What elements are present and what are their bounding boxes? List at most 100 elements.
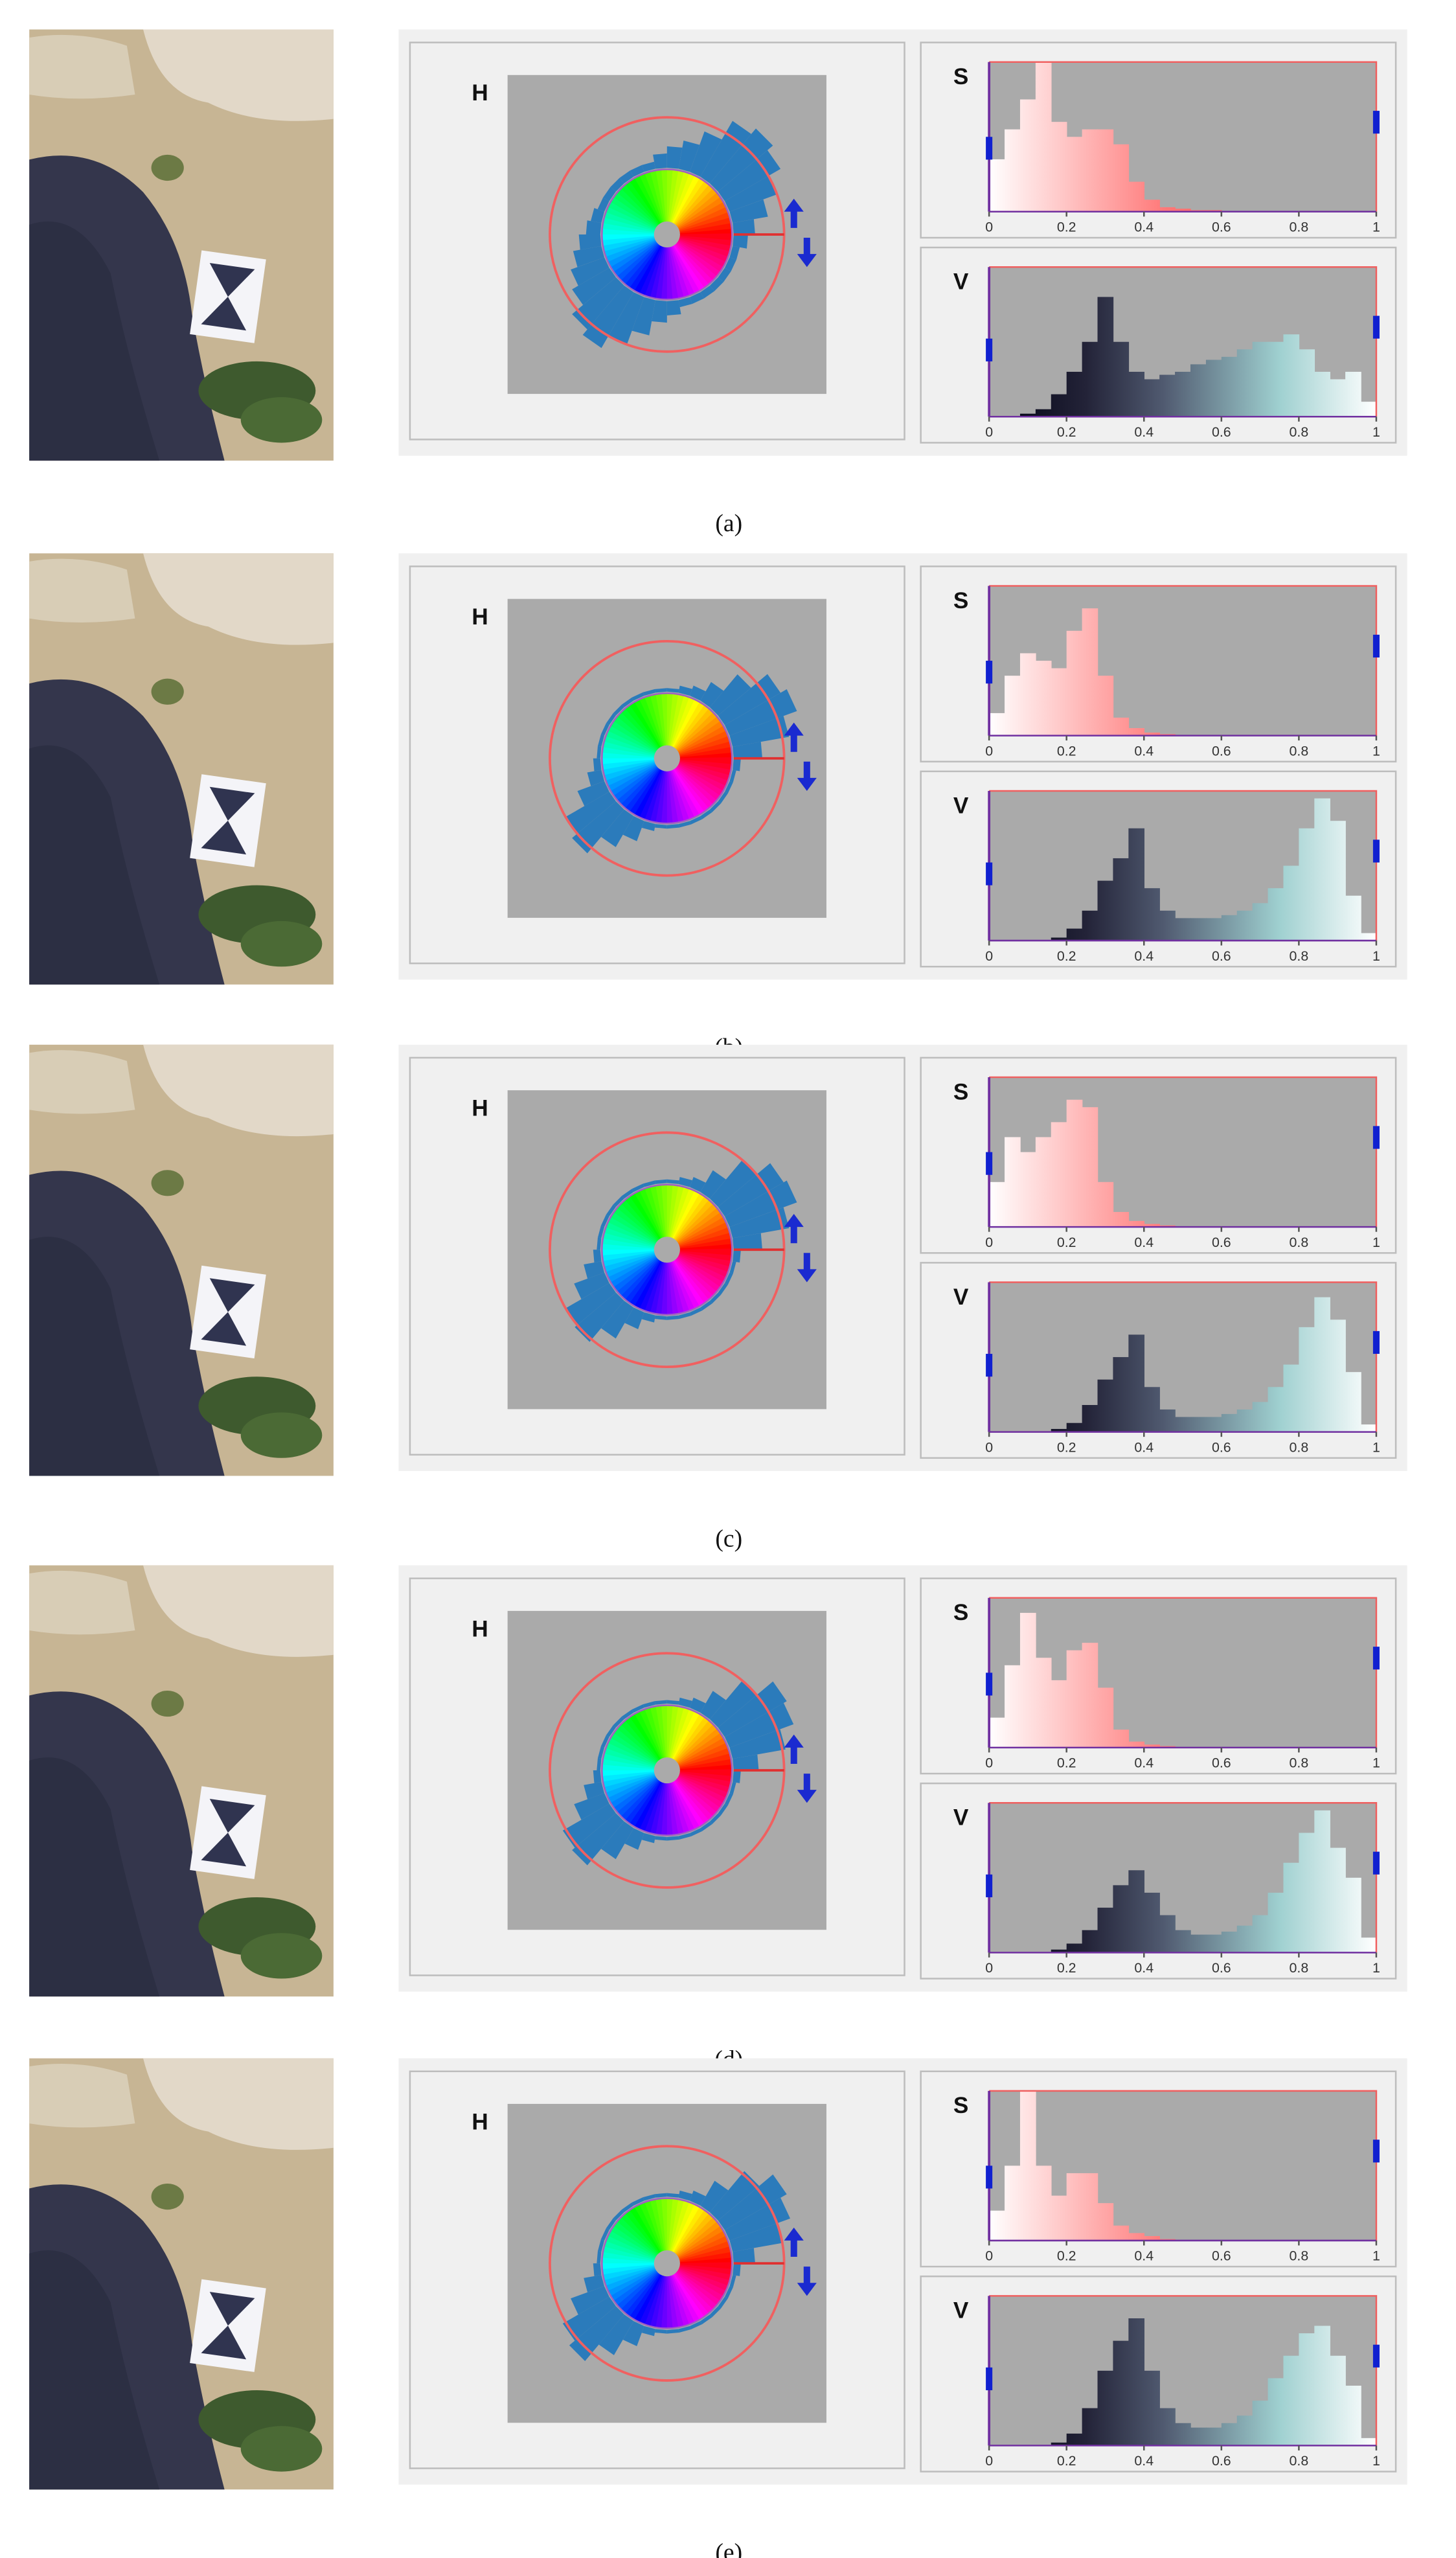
s-tick-label: 0.8: [1290, 220, 1309, 235]
hue-bin: [690, 292, 704, 304]
v-bin: [1236, 349, 1253, 417]
v-tick-label: 0.2: [1057, 1960, 1076, 1976]
hue-bin: [678, 141, 700, 172]
v-bin: [1159, 2408, 1176, 2446]
hue-bin: [565, 1283, 616, 1325]
v-bin: [1314, 1297, 1330, 1432]
s-tick-label: 0: [985, 1755, 993, 1771]
s-tick-label: 0.4: [1134, 1235, 1154, 1250]
wheel-wedge: [666, 233, 733, 240]
s-bin: [1097, 676, 1114, 736]
hue-bin: [678, 685, 692, 696]
wheel-wedge: [602, 223, 667, 234]
photo: [29, 553, 334, 985]
wheel-wedge: [628, 1714, 667, 1771]
wheel-wedge: [666, 2263, 710, 2317]
v-bin: [1113, 1885, 1130, 1953]
wheel-wedge: [666, 1190, 700, 1250]
hue-bin: [729, 246, 740, 260]
wheel-wedge: [666, 694, 684, 759]
hue-bin: [584, 1781, 605, 1799]
v-tick-label: 0.8: [1290, 424, 1309, 440]
wheel-wedge: [666, 2202, 695, 2264]
v-tick-label: 0.4: [1134, 1439, 1154, 1455]
hue-bin: [733, 234, 748, 249]
v-bin: [1159, 1915, 1176, 1953]
hue-bin: [573, 246, 605, 268]
hue-bin: [724, 781, 733, 794]
wheel-wedge: [666, 758, 731, 781]
wheel-wedge: [666, 1193, 705, 1250]
hue-bin: [729, 1261, 736, 1274]
wheel-wedge: [666, 2230, 726, 2264]
wheel-wedge: [666, 704, 709, 759]
v-bin: [1283, 1862, 1300, 1953]
wheel-wedge: [666, 1770, 731, 1793]
s-bin: [1005, 129, 1021, 212]
wheel-wedge: [666, 1770, 710, 1824]
v-bin: [1066, 1422, 1083, 1432]
hue-bin: [622, 2321, 644, 2347]
v-tick-label: 0.8: [1290, 1960, 1309, 1976]
s-bin: [1019, 1152, 1036, 1228]
v-bin: [1361, 1937, 1377, 1953]
hue-bin: [729, 2274, 736, 2288]
s-frame: [989, 585, 1378, 736]
v-bin: [1066, 1943, 1083, 1953]
hue-bin: [666, 824, 679, 829]
wheel-center: [654, 2250, 680, 2277]
s-bin: [1159, 207, 1176, 212]
hue-label: H: [472, 604, 488, 630]
hue-bin: [710, 277, 724, 291]
hue-bin: [574, 1292, 624, 1342]
hue-bin: [710, 674, 751, 716]
wheel-wedge: [666, 725, 726, 759]
v-bin: [1283, 2355, 1300, 2446]
s-bin: [1066, 137, 1083, 212]
hue-bin: [600, 1215, 609, 1228]
wheel-wedge: [666, 693, 673, 759]
hue-bin: [718, 1283, 728, 1296]
hue-bin: [562, 2296, 616, 2341]
hue-bin: [631, 1183, 644, 1193]
wheel-wedge: [608, 2230, 667, 2264]
hue-bin: [700, 285, 715, 299]
wheel-wedge: [666, 2209, 709, 2264]
s-tick-label: 0.8: [1290, 2248, 1309, 2264]
wheel-wedge: [608, 758, 667, 792]
wheel-wedge: [666, 2221, 721, 2264]
hue-bin: [710, 128, 773, 192]
s-bin: [1019, 2090, 1036, 2241]
wheel-wedge: [666, 757, 733, 764]
wheel-wedge: [620, 1770, 667, 1821]
v-bin: [1051, 1949, 1067, 1953]
wheel-wedge: [666, 1250, 727, 1283]
s-max-handle: [1372, 1126, 1380, 1149]
s-tick-label: 1: [1372, 743, 1380, 759]
hue-bin: [606, 1204, 616, 1216]
v-bin: [1345, 2385, 1361, 2446]
s-bin: [1113, 144, 1130, 212]
v-bin: [1283, 334, 1300, 417]
wheel-wedge: [620, 758, 667, 809]
v-bin: [1236, 1409, 1253, 1432]
wheel-wedge: [604, 736, 667, 759]
s-bin: [1113, 1212, 1130, 1228]
v-bin: [1252, 1915, 1269, 1953]
hue-bin: [643, 1180, 655, 1187]
wheel-wedge: [624, 705, 667, 759]
hue-bin: [724, 1180, 797, 1228]
photo: [29, 1044, 334, 1476]
s-tick-label: 0.2: [1057, 2248, 1076, 2264]
hue-bin: [718, 2174, 787, 2230]
hue-bin: [593, 758, 602, 771]
v-bin: [1299, 828, 1315, 941]
wheel-wedge: [608, 725, 667, 759]
wheel-wedge: [620, 2213, 667, 2264]
hue-bin: [678, 1312, 691, 1319]
v-label: V: [953, 269, 969, 295]
hue-bin: [624, 1307, 644, 1330]
wheel-wedge: [661, 1250, 668, 1315]
hue-bin: [597, 1746, 605, 1759]
wheel-wedge: [666, 1770, 722, 1812]
